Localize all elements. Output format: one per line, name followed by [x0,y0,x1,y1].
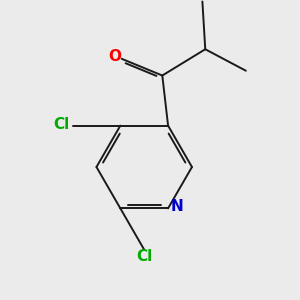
Text: O: O [108,49,121,64]
Text: N: N [170,200,183,214]
Text: Cl: Cl [53,117,69,132]
Text: Cl: Cl [136,249,152,264]
